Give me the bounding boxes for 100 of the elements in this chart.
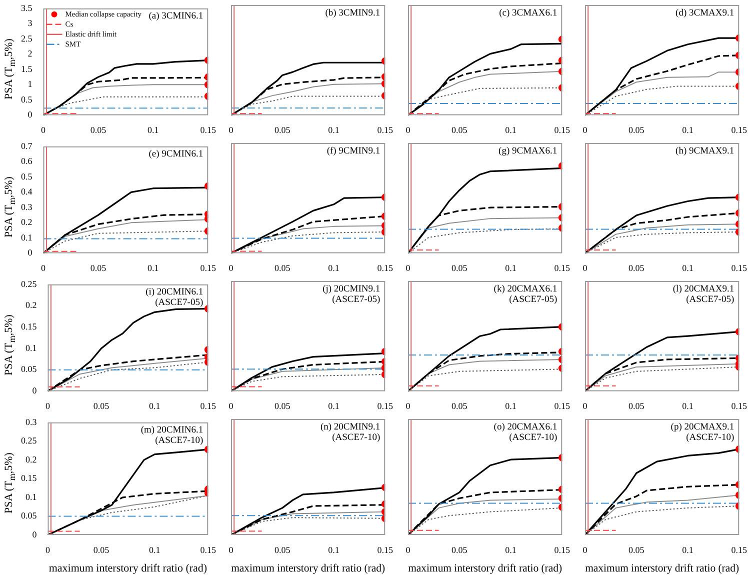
x-tick-label: 0	[228, 544, 234, 555]
text: (o) 20CMAX6.1 (ASCE7-10)	[494, 422, 558, 443]
x-tick-label: 0	[228, 124, 234, 135]
x-tick-label: 0.1	[682, 124, 694, 135]
y-tick-label: 0.2	[26, 300, 37, 310]
x-tick-label: 0.15	[731, 124, 748, 135]
x-tick-label: 0.05	[93, 544, 110, 555]
text: (j) 20CMIN9.1 (ASCE7-05)	[322, 284, 380, 305]
y-tick-label: 0	[32, 386, 38, 396]
x-tick-label: 0.15	[554, 400, 570, 411]
chart-title: (b) 3CMIN9.1	[325, 8, 380, 18]
y-tick-label: 3	[28, 18, 33, 28]
x-tick-label: 0.1	[149, 544, 160, 555]
x-tick-label: 0	[582, 124, 588, 135]
x-tick-label: 0.1	[328, 400, 340, 411]
x-tick-label: 0.1	[682, 544, 694, 555]
x-tick-label: 0.1	[328, 124, 340, 135]
text: (n) 20CMIN9.1 (ASCE7-10)	[320, 422, 380, 443]
x-tick-label: 0.05	[628, 124, 645, 135]
y-tick-label: 0.7	[21, 140, 33, 151]
text: (p) 20CMAX9.1 (ASCE7-10)	[670, 422, 734, 443]
x-tick-label: 0.1	[148, 262, 159, 273]
x-tick-label: 0.05	[628, 544, 645, 555]
y-tick-label: 0	[32, 529, 38, 540]
x-tick-label: 0.15	[554, 544, 570, 555]
text: (m) 20CMIN6.1 (ASCE7-10)	[140, 426, 204, 446]
x-tick-label: 0.05	[628, 400, 645, 411]
y-tick-label: 0.5	[21, 171, 33, 182]
x-tick-label: 0.05	[274, 262, 291, 273]
y-tick-label: 2.5	[21, 33, 33, 44]
x-tick-label: 0.05	[93, 400, 110, 411]
x-axis-title: maximum interstory drift ratio (rad)	[585, 562, 740, 574]
x-tick-label: 0.15	[554, 262, 570, 273]
x-tick-label: 0	[228, 400, 234, 411]
x-tick-label: 0	[406, 544, 411, 555]
chart-title: (a) 3CMIN6.1	[148, 12, 204, 22]
x-axis-title: maximum interstory drift ratio (rad)	[231, 562, 386, 574]
y-tick-label: 0.2	[26, 454, 37, 464]
x-tick-label: 0	[406, 124, 411, 135]
x-tick-label: 0	[41, 262, 46, 273]
text: (i) 20CMIN6.1 (ASCE7-05)	[146, 288, 204, 308]
x-tick-label: 0.1	[505, 124, 516, 135]
x-tick-label: 0.1	[505, 262, 516, 273]
chart-title: (e) 9CMIN6.1	[148, 150, 204, 160]
y-tick-label: 2	[28, 48, 32, 59]
x-tick-label: 0.1	[505, 400, 516, 411]
x-tick-label: 0.05	[90, 124, 107, 135]
x-tick-label: 0.1	[148, 124, 159, 135]
y-tick-label: 0.1	[21, 232, 32, 242]
text: (k) 20CMAX6.1 (ASCE7-05)	[494, 284, 558, 305]
chart-title: (c) 3CMAX6.1	[499, 8, 558, 18]
y-tick-label: 0.3	[26, 416, 38, 427]
x-tick-label: 0.05	[628, 262, 645, 273]
y-tick-label: 1.5	[21, 64, 33, 74]
x-tick-label: 0.1	[328, 262, 340, 273]
x-tick-label: 0.05	[90, 262, 107, 273]
x-tick-label: 0.15	[377, 124, 394, 135]
x-tick-label: 0.05	[452, 400, 468, 411]
y-tick-label: 0.4	[21, 186, 33, 197]
x-tick-label: 0.1	[149, 400, 160, 411]
x-tick-label: 0.05	[274, 400, 291, 411]
y-tick-label: 0	[28, 248, 33, 258]
chart-title: (d) 3CMAX9.1	[676, 8, 734, 18]
y-tick-label: 0.5	[21, 94, 33, 104]
x-tick-label: 0	[406, 400, 411, 411]
x-tick-label: 0	[46, 400, 50, 411]
x-tick-label: 0.15	[200, 400, 216, 411]
y-tick-label: 0.05	[21, 510, 38, 521]
x-tick-label: 0	[582, 544, 588, 555]
x-tick-label: 0	[406, 262, 411, 273]
text: (l) 20CMAX9.1 (ASCE7-05)	[672, 284, 734, 305]
y-tick-label: 0.05	[21, 364, 38, 374]
x-tick-label: 0.15	[200, 544, 216, 555]
y-tick-label: 0	[28, 110, 33, 120]
y-tick-label: 0.1	[26, 492, 37, 502]
y-tick-label: 0.15	[21, 321, 38, 332]
y-tick-label: 0.1	[26, 342, 37, 353]
x-tick-label: 0.05	[274, 124, 291, 135]
x-axis-title: maximum interstory drift ratio (rad)	[408, 562, 562, 574]
x-tick-label: 0.05	[452, 544, 468, 555]
x-tick-label: 0.15	[731, 400, 748, 411]
x-axis-title: maximum interstory drift ratio (rad)	[48, 562, 208, 574]
x-tick-label: 0	[46, 544, 50, 555]
x-tick-label: 0.05	[452, 262, 468, 273]
x-tick-label: 0	[41, 124, 46, 135]
y-tick-label: 0.6	[21, 156, 33, 166]
y-tick-label: 0.2	[21, 217, 32, 228]
y-tick-label: 1	[28, 79, 32, 90]
x-tick-label: 0.1	[682, 400, 694, 411]
y-tick-label: 0.15	[21, 473, 38, 484]
y-tick-label: 3.5	[21, 2, 33, 13]
chart-title: (h) 9CMAX9.1	[676, 146, 734, 156]
x-tick-label: 0.15	[200, 124, 216, 135]
x-tick-label: 0.15	[377, 544, 394, 555]
x-tick-label: 0.05	[274, 544, 291, 555]
x-tick-label: 0.1	[505, 544, 516, 555]
x-tick-label: 0.15	[554, 124, 570, 135]
x-tick-label: 0	[582, 262, 588, 273]
y-tick-label: 0.25	[21, 278, 38, 289]
x-tick-label: 0.15	[200, 262, 216, 273]
